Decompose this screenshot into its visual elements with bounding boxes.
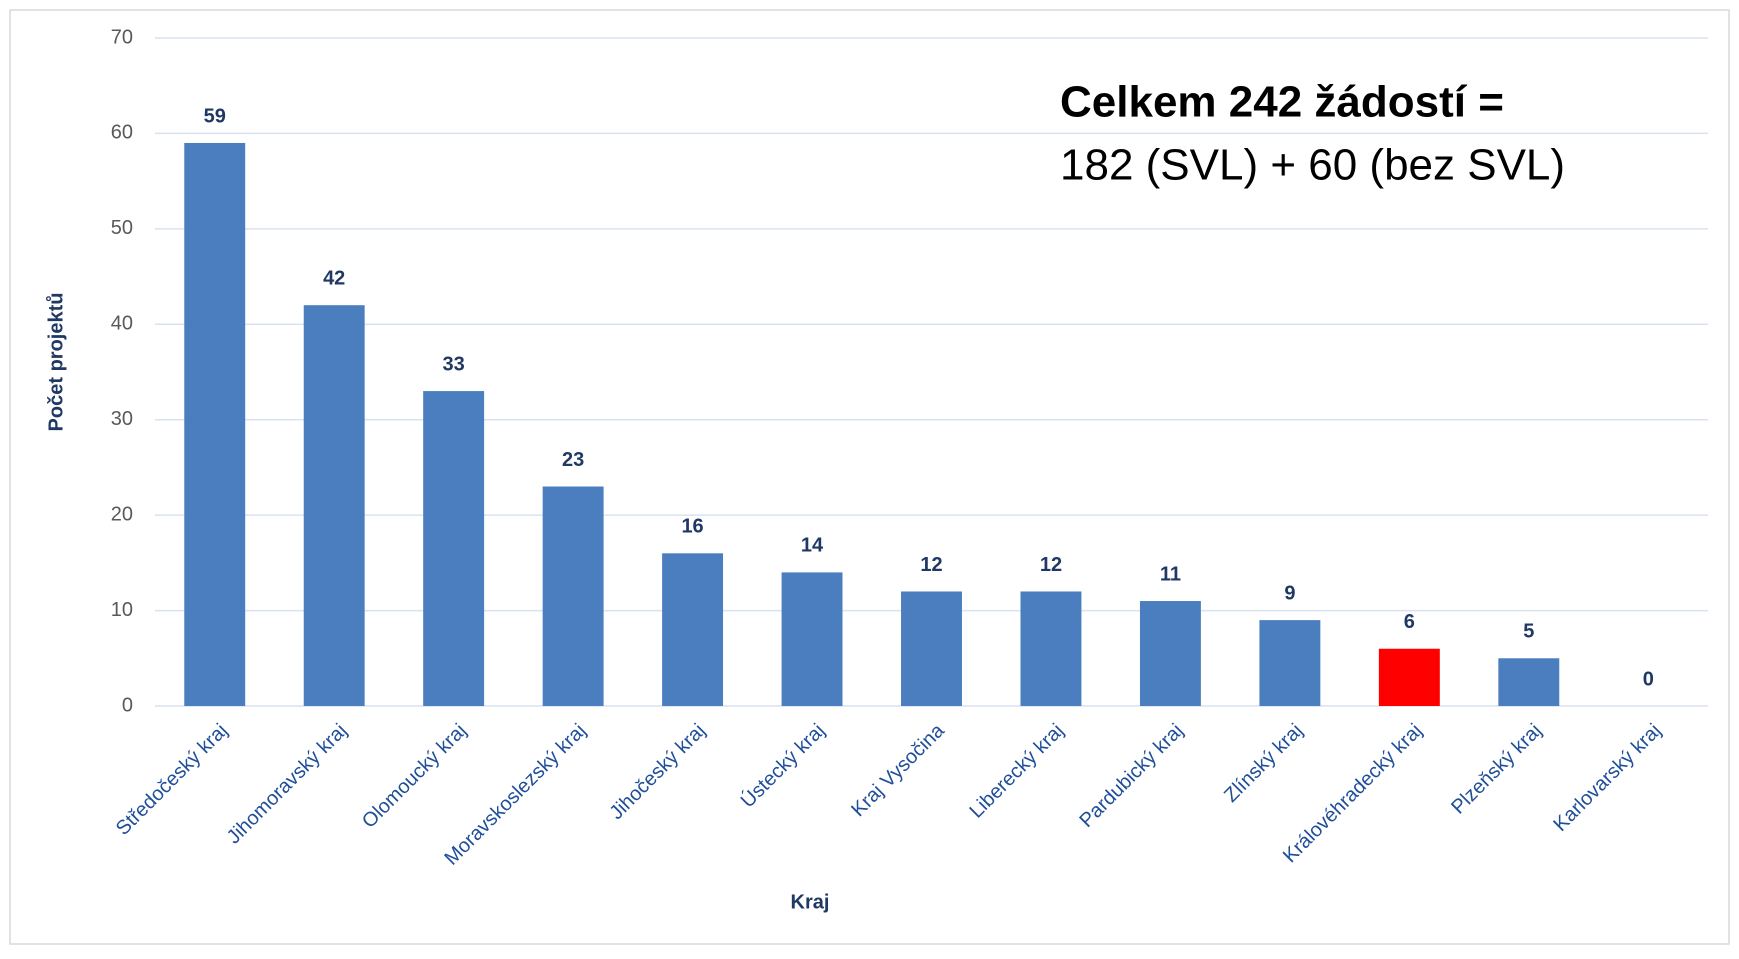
y-tick-label: 20 bbox=[111, 503, 133, 525]
y-tick-label: 30 bbox=[111, 408, 133, 430]
x-axis-label: Kraj bbox=[791, 891, 830, 913]
y-tick-label: 50 bbox=[111, 217, 133, 239]
y-tick-label: 60 bbox=[111, 122, 133, 144]
data-label: 42 bbox=[323, 267, 345, 289]
bar bbox=[901, 591, 962, 706]
bar bbox=[542, 486, 604, 706]
annotation: 182 (SVL) + 60 (bez SVL) bbox=[1060, 141, 1565, 190]
data-label: 14 bbox=[801, 535, 824, 557]
data-label: 12 bbox=[1040, 554, 1062, 576]
bar bbox=[1259, 620, 1321, 706]
bar bbox=[1139, 601, 1201, 706]
bar bbox=[303, 305, 365, 706]
data-label: 33 bbox=[443, 353, 465, 375]
annotation: Celkem 242 žádostí = bbox=[1060, 78, 1504, 127]
data-label: 16 bbox=[681, 516, 703, 538]
data-label: 6 bbox=[1404, 611, 1415, 633]
bar bbox=[781, 572, 843, 706]
chart-frame bbox=[9, 9, 1730, 945]
y-tick-label: 10 bbox=[111, 599, 133, 621]
bar bbox=[1498, 658, 1560, 706]
y-tick-label: 40 bbox=[111, 313, 133, 335]
y-tick-label: 0 bbox=[122, 694, 133, 716]
y-tick-label: 70 bbox=[111, 26, 133, 48]
bar bbox=[662, 553, 724, 706]
data-label: 5 bbox=[1523, 621, 1534, 643]
bar bbox=[423, 391, 485, 706]
data-label: 11 bbox=[1160, 563, 1181, 585]
data-label: 9 bbox=[1284, 582, 1295, 604]
data-label: 12 bbox=[920, 554, 942, 576]
data-label: 23 bbox=[562, 449, 584, 471]
data-label: 0 bbox=[1643, 668, 1654, 690]
data-label: 59 bbox=[204, 105, 226, 127]
y-axis-label: Počet projektů bbox=[45, 293, 67, 432]
bar bbox=[1378, 648, 1440, 706]
bar bbox=[184, 142, 246, 706]
bar bbox=[1020, 591, 1082, 706]
